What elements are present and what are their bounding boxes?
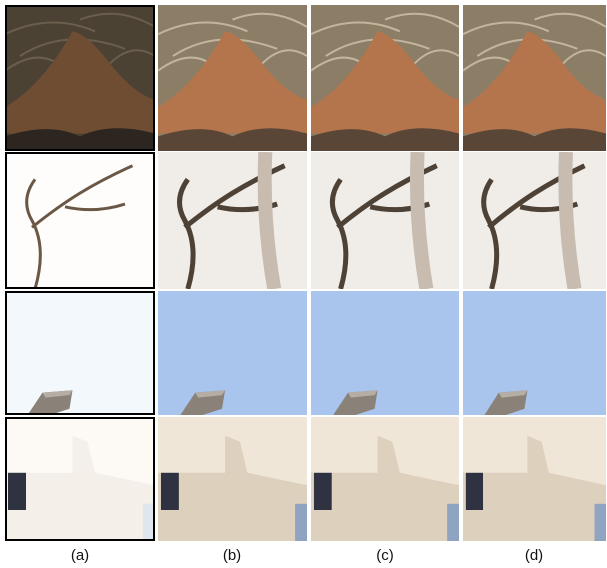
window-right <box>595 504 606 541</box>
image-cell <box>158 152 307 289</box>
image-cell <box>311 291 459 415</box>
sky <box>158 152 307 289</box>
figure: (a) (b) (c) (d) <box>0 0 607 568</box>
image-cell <box>5 5 155 151</box>
image-cell <box>463 152 606 289</box>
image-cell <box>158 5 307 151</box>
column-label: (c) <box>376 547 394 564</box>
column-label: (a) <box>71 547 89 564</box>
window-right <box>295 504 307 541</box>
image-cell <box>158 291 307 415</box>
sky <box>158 291 307 415</box>
window <box>314 473 332 510</box>
image-cell <box>463 5 606 151</box>
image-cell <box>5 291 155 415</box>
image-cell <box>5 417 155 541</box>
sky <box>463 152 606 289</box>
image-cell <box>311 152 459 289</box>
image-cell <box>5 152 155 289</box>
image-cell <box>311 5 459 151</box>
sky <box>311 291 459 415</box>
sky <box>5 152 155 289</box>
column-label: (b) <box>223 547 241 564</box>
window <box>466 473 483 510</box>
image-cell <box>311 417 459 541</box>
sky <box>311 152 459 289</box>
sky <box>463 291 606 415</box>
image-cell <box>463 291 606 415</box>
image-cell <box>463 417 606 541</box>
column-label: (d) <box>525 547 543 564</box>
window <box>161 473 179 510</box>
window <box>8 473 26 510</box>
image-cell <box>158 417 307 541</box>
sky <box>5 291 155 415</box>
window-right <box>447 504 459 541</box>
